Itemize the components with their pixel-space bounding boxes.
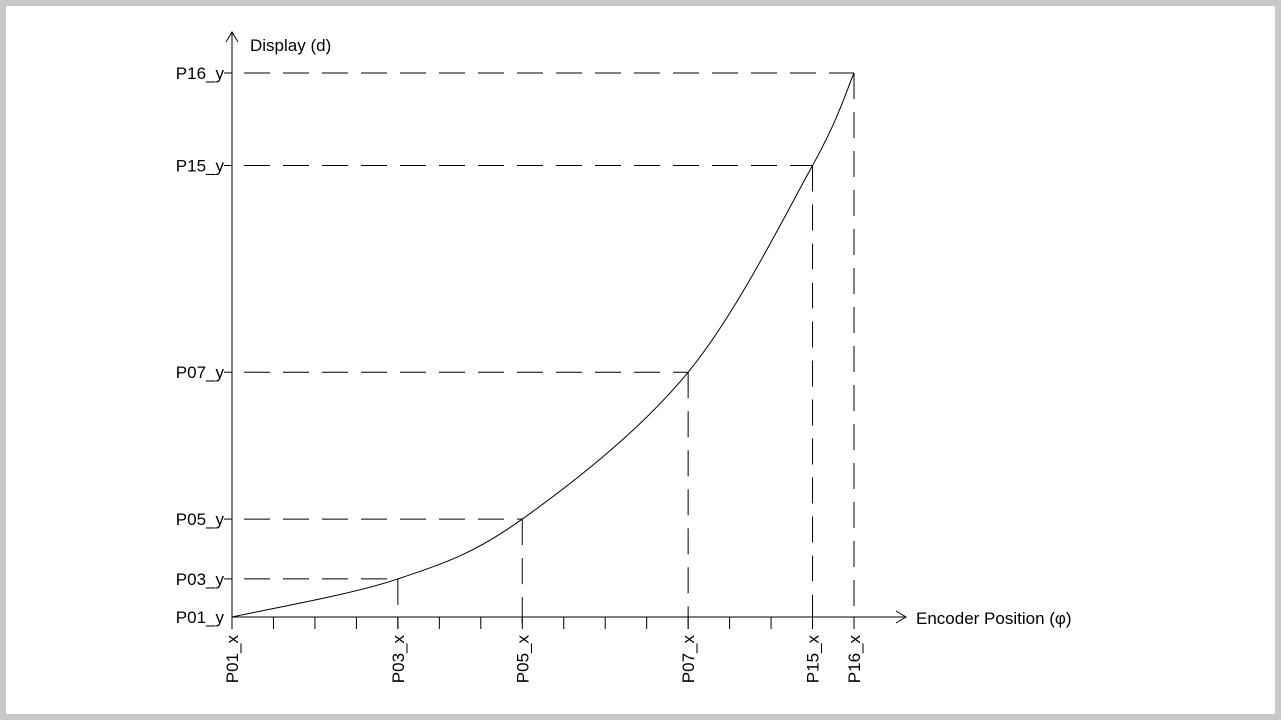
y-tick-label-P05_y: P05_y [176, 510, 225, 529]
y-tick-label-P07_y: P07_y [176, 363, 225, 382]
y-axis-title: Display (d) [250, 36, 331, 55]
x-axis-ticks [224, 72, 855, 629]
x-tick-label-P03_x: P03_x [389, 635, 408, 684]
y-tick-label-P03_y: P03_y [176, 570, 225, 589]
y-tick-labels: P01_y P03_y P05_y P07_y P15_y P16_y [176, 64, 225, 627]
y-tick-label-P01_y: P01_y [176, 608, 225, 627]
y-tick-label-P15_y: P15_y [176, 156, 225, 175]
x-tick-labels: P01_x P03_x P05_x P07_x P15_x P16_x [223, 635, 864, 684]
x-tick-label-P05_x: P05_x [513, 635, 532, 684]
x-axis-title: Encoder Position (φ) [916, 609, 1072, 628]
y-tick-label-P16_y: P16_y [176, 64, 225, 83]
x-tick-label-P16_x: P16_x [845, 635, 864, 684]
x-tick-label-P01_x: P01_x [223, 635, 242, 684]
projection-guides [244, 72, 855, 629]
x-tick-label-P15_x: P15_x [804, 635, 823, 684]
x-tick-label-P07_x: P07_x [679, 635, 698, 684]
x-axis-arrow [895, 610, 907, 624]
encoder-display-curve [231, 72, 855, 618]
y-axis-arrow [225, 31, 239, 43]
